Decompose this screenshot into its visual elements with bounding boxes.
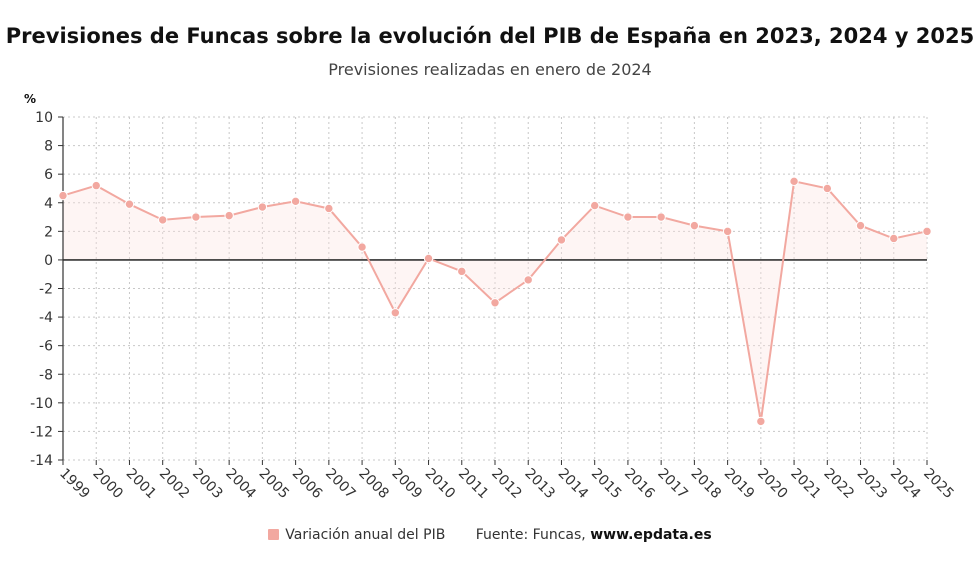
x-tick-label: 2012	[488, 466, 525, 503]
y-tick-label: -10	[30, 396, 53, 412]
data-point	[822, 183, 833, 194]
legend-series-label: Variación anual del PIB	[285, 527, 446, 543]
data-point	[423, 253, 434, 264]
y-tick-label: -2	[39, 282, 53, 298]
x-tick-label: 2000	[89, 466, 126, 503]
data-point	[756, 416, 766, 427]
data-points	[58, 176, 932, 427]
x-tick-label: 2006	[289, 466, 326, 503]
chart-subtitle: Previsiones realizadas en enero de 2024	[328, 60, 652, 79]
data-point	[556, 235, 567, 245]
legend: Variación anual del PIB Fuente: Funcas, …	[0, 527, 980, 543]
data-point	[324, 203, 334, 214]
x-tick-label: 2010	[422, 466, 459, 503]
data-point	[157, 215, 168, 225]
x-tick-label: 2023	[854, 466, 891, 503]
x-tick-label: 2005	[256, 466, 293, 503]
data-point	[58, 190, 68, 201]
x-tick-label: 2011	[455, 466, 492, 503]
y-tick-label: -14	[30, 453, 53, 469]
data-point	[922, 226, 932, 237]
y-tick-label: -12	[30, 424, 53, 440]
y-tick-label: 10	[35, 110, 53, 126]
x-tick-label: 2004	[222, 466, 259, 503]
x-tick-label: 2009	[388, 466, 425, 503]
x-tick-label: 2002	[156, 466, 193, 503]
y-tick-label: 6	[44, 167, 53, 183]
x-tick-label: 2007	[322, 466, 359, 503]
y-tick-label: -4	[39, 310, 53, 326]
x-tick-label: 2014	[555, 466, 592, 503]
x-tick-label: 1999	[56, 466, 93, 503]
data-point	[224, 210, 234, 221]
data-point	[722, 226, 733, 237]
y-tick-label: 0	[44, 253, 53, 269]
x-tick-label: 2013	[521, 466, 558, 503]
legend-swatch	[268, 529, 280, 540]
source-prefix: Fuente: Funcas,	[475, 527, 586, 543]
source-site: www.epdata.es	[590, 527, 712, 543]
x-tick-label: 2024	[887, 466, 924, 503]
data-point	[290, 196, 301, 207]
data-point	[124, 199, 135, 209]
y-tick-label: 8	[44, 139, 53, 155]
data-point	[390, 308, 401, 318]
data-point	[789, 176, 799, 187]
y-axis-ticks: 10 8 6 4 2 0 -2 -4 -6 -8 -10 -12 -14	[30, 110, 63, 469]
y-tick-label: -8	[39, 367, 53, 383]
data-point	[257, 202, 268, 212]
x-tick-label: 2017	[654, 466, 691, 503]
data-point	[523, 275, 533, 285]
data-point	[855, 220, 866, 231]
y-tick-label: 2	[44, 224, 53, 240]
x-tick-label: 2022	[820, 466, 857, 503]
data-point	[889, 233, 899, 244]
data-point	[490, 298, 500, 308]
legend-item: Variación anual del PIB	[268, 527, 449, 543]
y-tick-label: -6	[39, 339, 53, 355]
x-tick-label: 2008	[355, 466, 392, 503]
x-tick-label: 2020	[754, 466, 791, 503]
x-tick-label: 2015	[588, 466, 625, 503]
data-point	[589, 200, 600, 211]
x-tick-label: 2003	[189, 466, 226, 503]
chart-title: Previsiones de Funcas sobre la evolución…	[5, 24, 975, 48]
x-tick-label: 2019	[721, 466, 758, 503]
source-note: Fuente: Funcas, www.epdata.es	[476, 527, 712, 543]
data-point	[91, 180, 101, 191]
data-point	[191, 212, 201, 222]
data-point	[357, 242, 367, 252]
data-point	[656, 212, 666, 222]
y-tick-label: 4	[44, 196, 53, 212]
y-axis-label: %	[24, 92, 37, 106]
x-tick-label: 2016	[621, 466, 658, 503]
x-tick-label: 2018	[688, 466, 725, 503]
data-point	[457, 266, 467, 277]
x-tick-label: 2001	[123, 466, 160, 503]
x-axis-ticks: 1999200020012002200320042005200620072008…	[56, 460, 957, 502]
x-tick-label: 2021	[787, 466, 824, 503]
x-tick-label: 2025	[920, 466, 957, 503]
data-point	[689, 220, 700, 231]
data-point	[623, 212, 633, 222]
